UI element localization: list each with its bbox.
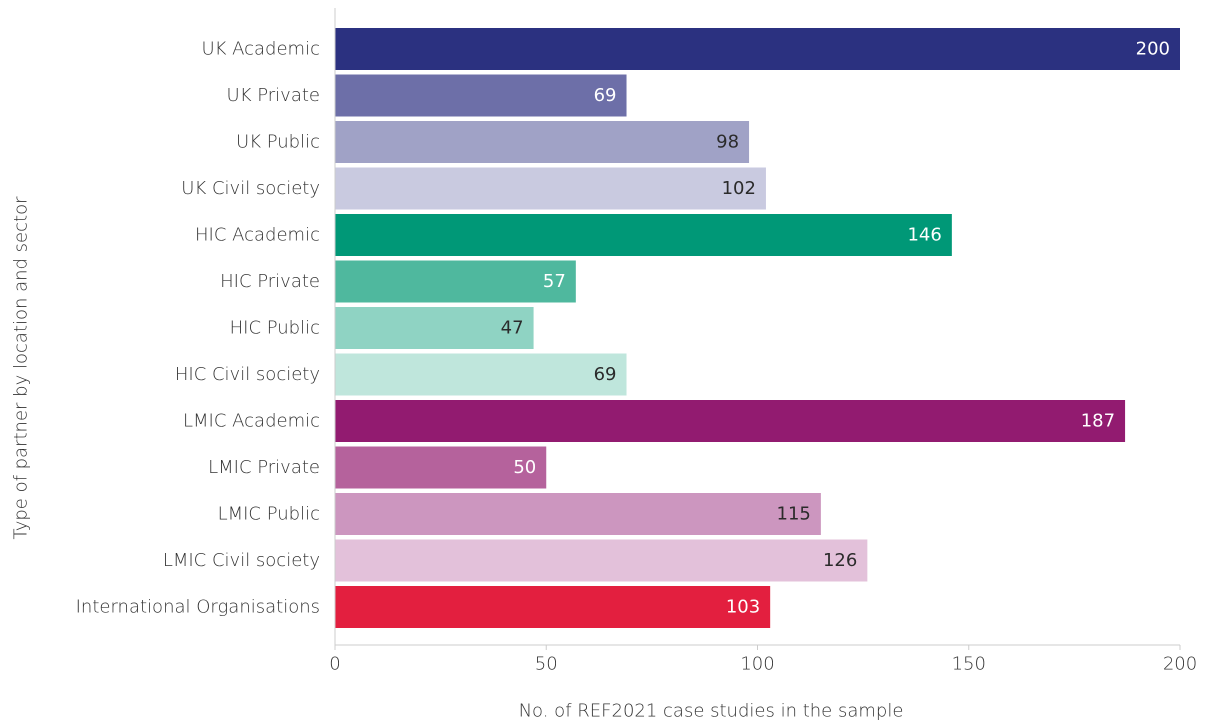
category-label: HIC Academic <box>195 225 320 246</box>
bar <box>335 307 534 349</box>
bar <box>335 121 750 163</box>
category-label: LMIC Private <box>208 457 320 478</box>
category-label: UK Private <box>227 85 320 106</box>
bar <box>335 260 576 303</box>
bar <box>335 214 952 256</box>
bar-value-label: 69 <box>594 364 617 385</box>
x-tick-label: 200 <box>1163 654 1197 675</box>
bar-value-label: 98 <box>716 132 739 153</box>
y-axis-title: Type of partner by location and sector <box>11 196 32 540</box>
bar <box>335 586 771 628</box>
x-tick-label: 50 <box>535 654 558 675</box>
bars-layer <box>335 28 1180 628</box>
bar-value-label: 103 <box>726 597 760 618</box>
category-label: HIC Private <box>220 271 320 292</box>
category-label: UK Academic <box>201 39 320 60</box>
bar-value-label: 200 <box>1136 39 1170 60</box>
bar-value-label: 47 <box>501 318 524 339</box>
bar-value-label: 69 <box>594 85 617 106</box>
bar <box>335 74 627 117</box>
bar <box>335 167 766 210</box>
bar-value-label: 50 <box>513 457 536 478</box>
labels-layer: 200 UK Academic 69 UK Private 98 UK Public 102… <box>76 39 1170 618</box>
x-tick-label: 150 <box>952 654 986 675</box>
category-label: UK Civil society <box>181 178 320 199</box>
category-label: LMIC Civil society <box>163 550 320 571</box>
bar-value-label: 126 <box>823 550 857 571</box>
bar <box>335 446 547 489</box>
bar-value-label: 146 <box>907 225 941 246</box>
category-label: International Organisations <box>76 597 320 618</box>
category-label: LMIC Public <box>218 504 320 525</box>
bar <box>335 539 868 582</box>
category-label: LMIC Academic <box>183 411 320 432</box>
x-tick-label: 100 <box>740 654 774 675</box>
bar-value-label: 57 <box>543 271 566 292</box>
category-label: HIC Public <box>230 318 320 339</box>
bar <box>335 400 1126 442</box>
category-label: UK Public <box>236 132 320 153</box>
axis-layer: 0 50 100 150 200 <box>329 8 1197 675</box>
category-label: HIC Civil society <box>175 364 320 385</box>
bar-value-label: 102 <box>722 178 756 199</box>
bar <box>335 353 627 396</box>
bar-value-label: 187 <box>1081 411 1115 432</box>
x-axis-title: No. of REF2021 case studies in the sampl… <box>519 701 904 722</box>
x-tick-label: 0 <box>329 654 340 675</box>
bar <box>335 493 821 535</box>
bar-value-label: 115 <box>777 504 811 525</box>
bar <box>335 28 1180 70</box>
